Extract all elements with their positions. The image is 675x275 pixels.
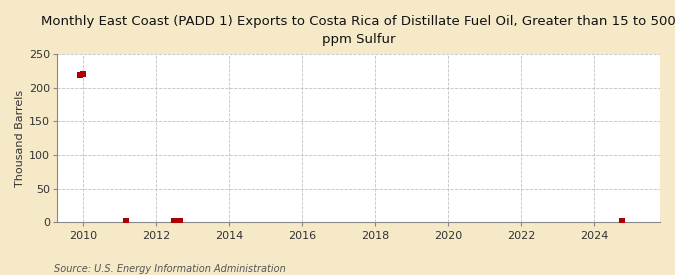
Title: Monthly East Coast (PADD 1) Exports to Costa Rica of Distillate Fuel Oil, Greate: Monthly East Coast (PADD 1) Exports to C… (41, 15, 675, 46)
Text: Source: U.S. Energy Information Administration: Source: U.S. Energy Information Administ… (54, 264, 286, 274)
Point (616, 219, 627, 223)
Point (74, 73, 85, 77)
Y-axis label: Thousand Barrels: Thousand Barrels (15, 90, 25, 187)
Point (78, 72, 88, 76)
Point (169, 219, 180, 223)
Point (175, 219, 186, 223)
Point (120, 219, 131, 223)
